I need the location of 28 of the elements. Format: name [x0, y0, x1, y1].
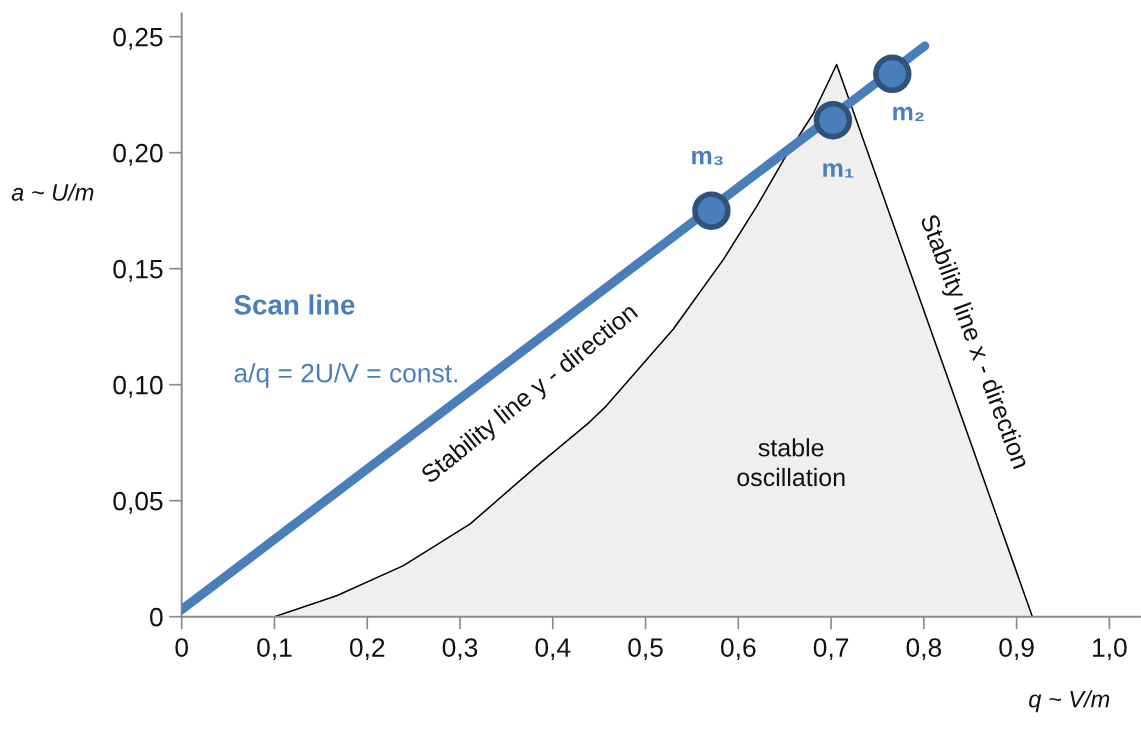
annotation: m₂ — [893, 106, 924, 122]
y-tick-label: 0 — [150, 607, 163, 627]
y-tick-label: 0,05 — [113, 491, 163, 514]
y-tick-label: 0,25 — [113, 27, 163, 50]
text: Scan line — [234, 294, 355, 315]
y-tick-label: 0,15 — [113, 259, 163, 282]
y-axis-title: a ~ U/m — [11, 183, 94, 201]
x-tick-label: 0,6 — [721, 638, 756, 661]
x-tick-label: 0,4 — [535, 638, 571, 661]
x-tick-label: 0,7 — [813, 638, 849, 661]
annotation: stable oscillation — [737, 438, 845, 487]
x-tick-label: 1,0 — [1093, 638, 1127, 661]
annotation: m₃ — [692, 150, 723, 166]
x-tick-label: 0,3 — [442, 638, 478, 661]
x-tick-label: 0,1 — [257, 638, 292, 661]
x-tick-label: 0,9 — [999, 638, 1034, 661]
point — [692, 191, 731, 230]
point — [813, 101, 853, 140]
point — [873, 54, 912, 94]
x-tick-label: 0 — [175, 638, 189, 657]
annotation: a/q = 2U/V = const. — [234, 363, 457, 388]
x-tick-label: 0,8 — [906, 638, 942, 661]
y-tick-label: 0,10 — [113, 375, 163, 398]
annotation: m₁ — [823, 163, 854, 178]
x-tick-label: 0,5 — [628, 638, 663, 661]
x-axis-title: q ~ V/m — [1029, 690, 1110, 713]
x-tick-label: 0,2 — [349, 638, 385, 661]
y-tick-label: 0,20 — [113, 143, 163, 166]
